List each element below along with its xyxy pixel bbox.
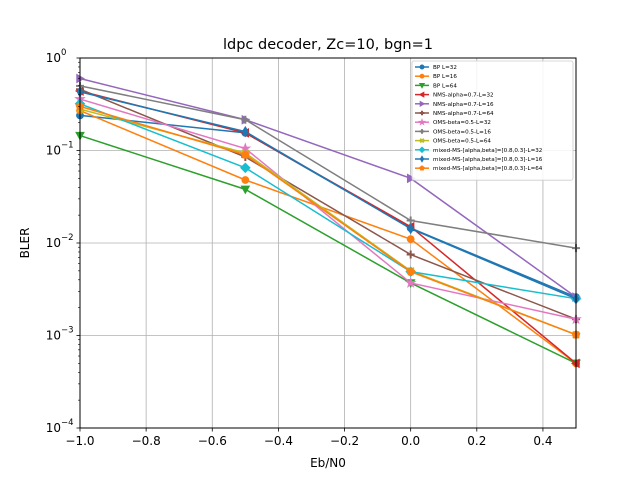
data-point <box>406 267 416 276</box>
y-tick-label: 10 <box>46 144 61 158</box>
data-point <box>241 115 250 124</box>
y-tick-base: 10 <box>46 236 61 250</box>
legend-label: mixed-MS-[alpha,beta]=[0.8,0.3]-L=32 <box>433 148 542 154</box>
series-line <box>79 77 577 298</box>
x-tick-label: −0.2 <box>330 434 359 448</box>
x-tick-label: 0.2 <box>467 434 486 448</box>
legend-label: BP L=32 <box>433 65 457 71</box>
y-tick-exponent: −3 <box>61 326 74 336</box>
legend-item: NMS-alpha=0.7-L=32 <box>415 91 494 99</box>
legend-item: BP L=32 <box>415 64 457 71</box>
series-line <box>79 98 577 320</box>
data-point <box>406 173 416 184</box>
legend-item: OMS-beta=0.5-L=16 <box>415 129 491 135</box>
x-tick-label: −0.8 <box>132 434 161 448</box>
legend-item: mixed-MS-[alpha,beta]=[0.8,0.3]-L=32 <box>415 146 542 154</box>
legend-marker <box>419 129 425 134</box>
legend-item: mixed-MS-[alpha,beta]=[0.8,0.3]-L=16 <box>415 155 543 163</box>
legend-marker <box>419 73 425 79</box>
x-axis-label: Eb/N0 <box>310 456 346 470</box>
data-point <box>406 250 415 259</box>
series-line <box>79 85 577 249</box>
series-line <box>79 103 577 300</box>
y-tick-base: 10 <box>46 144 61 158</box>
legend-marker <box>419 64 425 70</box>
y-tick-exponent: 0 <box>61 48 66 58</box>
y-tick-label: 10 <box>46 329 61 343</box>
y-tick-base: 10 <box>46 329 61 343</box>
data-point <box>240 150 250 159</box>
legend-marker <box>419 100 426 107</box>
x-tick-label: 0.0 <box>401 434 420 448</box>
data-point <box>404 276 417 288</box>
y-tick-exponent: −4 <box>61 418 74 428</box>
y-tick-exponent: −2 <box>61 233 74 243</box>
y-tick-label: 10 <box>46 421 61 435</box>
data-point <box>240 185 251 195</box>
data-point <box>407 222 415 235</box>
y-tick-base: 10 <box>46 421 61 435</box>
legend-label: NMS-alpha=0.7-L=32 <box>433 93 494 99</box>
chart-title: ldpc decoder, Zc=10, bgn=1 <box>223 37 433 53</box>
legend-label: OMS-beta=0.5-L=16 <box>433 129 491 135</box>
data-point <box>406 235 415 244</box>
x-tick-label: 0.4 <box>533 434 552 448</box>
legend-label: mixed-MS-[alpha,beta]=[0.8,0.3]-L=64 <box>433 166 543 172</box>
legend-marker <box>419 165 425 171</box>
legend-marker <box>418 83 426 89</box>
legend-box <box>411 60 574 181</box>
y-axis-label: BLER <box>18 228 32 259</box>
legend-item: mixed-MS-[alpha,beta]=[0.8,0.3]-L=64 <box>415 165 543 172</box>
y-tick-label: 10 <box>46 51 61 65</box>
legend-item: BP L=64 <box>415 83 457 89</box>
legend-label: OMS-beta=0.5-L=64 <box>433 139 491 145</box>
y-tick-label: 10 <box>46 236 61 250</box>
legend-label: OMS-beta=0.5-L=32 <box>433 120 491 126</box>
legend-marker <box>419 138 425 144</box>
series-12 <box>75 101 581 339</box>
y-tick-exponent: −1 <box>61 141 74 151</box>
legend-item: OMS-beta=0.5-L=32 <box>415 117 491 126</box>
legend-marker <box>418 91 425 98</box>
x-tick-label: −1.0 <box>65 434 94 448</box>
legend-marker <box>417 117 427 126</box>
y-tick-base: 10 <box>46 51 61 65</box>
legend-label: NMS-alpha=0.7-L=64 <box>433 111 494 117</box>
legend-marker <box>418 146 426 154</box>
series-line <box>79 105 577 336</box>
data-point <box>240 162 251 174</box>
x-tick-label: −0.6 <box>198 434 227 448</box>
legend-item: NMS-alpha=0.7-L=16 <box>415 100 494 108</box>
legend-label: NMS-alpha=0.7-L=16 <box>433 102 494 108</box>
series-line <box>79 91 577 300</box>
data-point <box>241 125 249 138</box>
legend-marker <box>419 155 425 163</box>
legend-label: mixed-MS-[alpha,beta]=[0.8,0.3]-L=16 <box>433 157 543 163</box>
legend: BP L=32 BP L=16 BP L=64 NMS-alpha=0.7-L=32 N… <box>411 60 574 181</box>
legend-item: BP L=16 <box>415 73 457 80</box>
legend-marker <box>419 110 425 116</box>
legend-item: OMS-beta=0.5-L=64 <box>415 138 491 145</box>
x-tick-label: −0.4 <box>264 434 293 448</box>
series-line <box>79 134 577 365</box>
legend-item: NMS-alpha=0.7-L=64 <box>415 110 494 117</box>
x-axis-ticks: −1.0 −0.8 −0.6 −0.4 −0.2 0.0 0.2 0.4 <box>65 428 552 448</box>
legend-label: BP L=64 <box>433 83 457 89</box>
data-point <box>241 176 250 184</box>
legend-label: BP L=16 <box>433 74 457 80</box>
